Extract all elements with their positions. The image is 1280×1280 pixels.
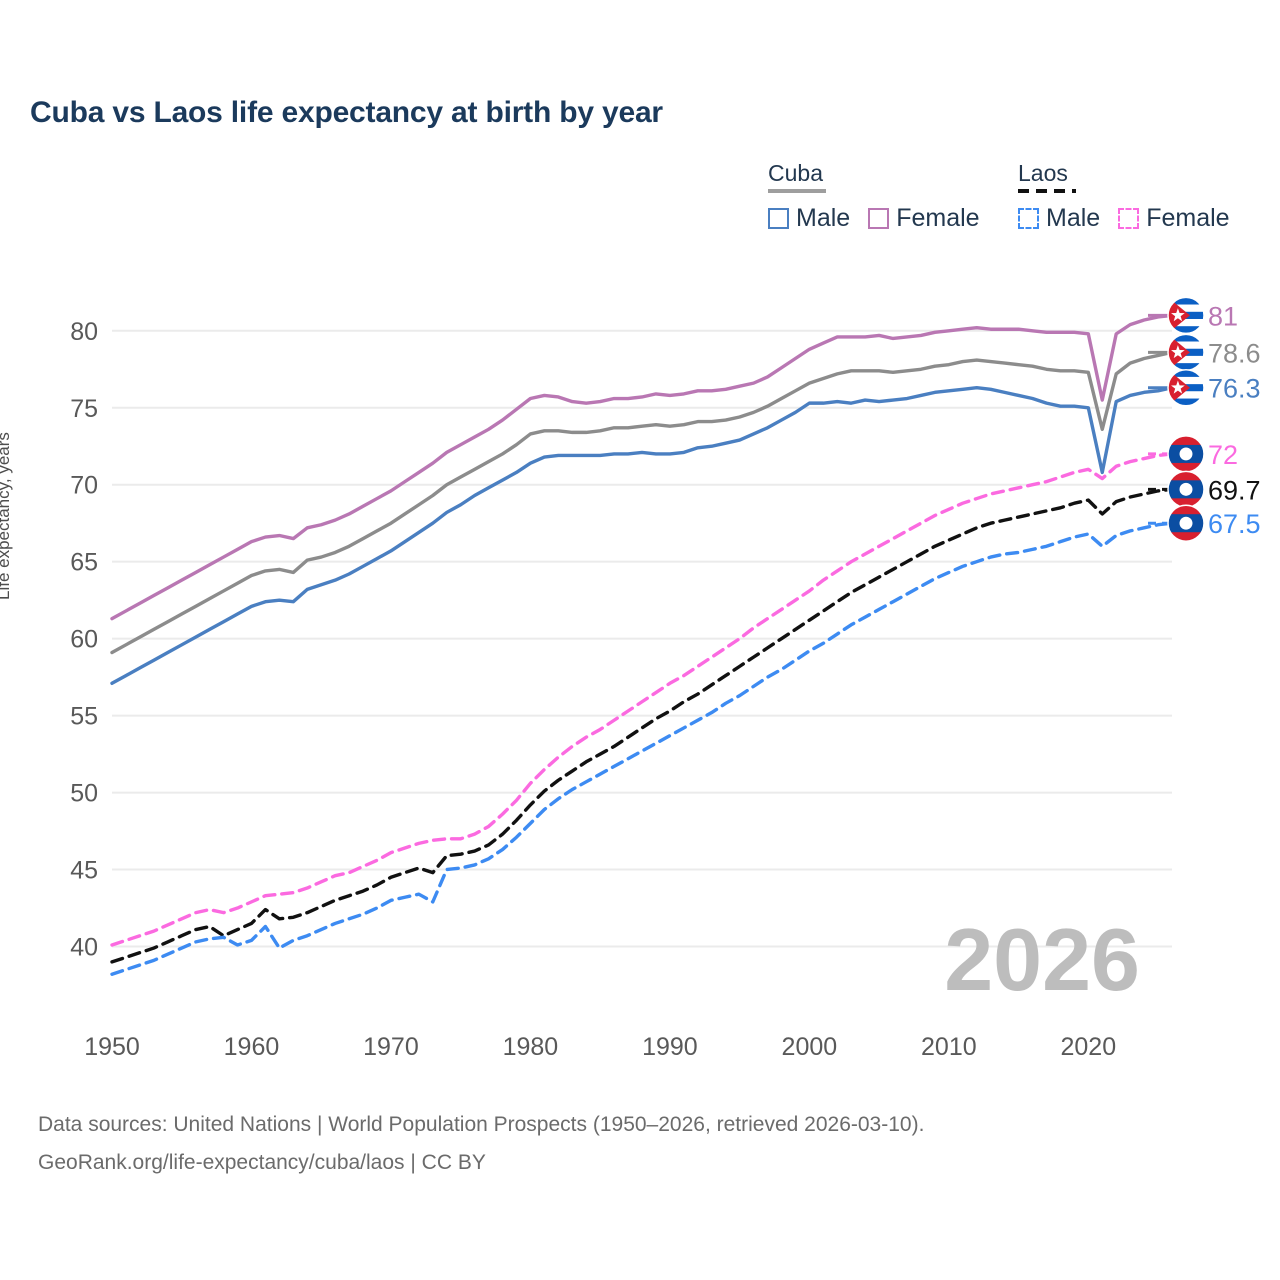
legend-rule-cuba bbox=[768, 189, 826, 193]
footer-line-2: GeoRank.org/life-expectancy/cuba/laos | … bbox=[38, 1151, 486, 1174]
legend-item-cuba-male[interactable]: Male bbox=[768, 204, 850, 233]
y-tick-label: 75 bbox=[70, 395, 98, 423]
laos-flag-icon bbox=[1167, 435, 1205, 473]
dashed-square-outline-icon bbox=[1118, 208, 1140, 229]
legend-label-laos-female: Female bbox=[1146, 204, 1230, 232]
end-value-label: 69.7 bbox=[1208, 475, 1261, 505]
square-outline-icon bbox=[768, 208, 789, 229]
laos-flag-icon bbox=[1167, 504, 1205, 542]
legend-item-laos-female[interactable]: Female bbox=[1118, 204, 1230, 233]
end-value-label: 72 bbox=[1208, 440, 1238, 470]
footer: Data sources: United Nations | World Pop… bbox=[38, 1106, 924, 1182]
legend-label-laos-male: Male bbox=[1046, 204, 1101, 232]
cuba-flag-icon bbox=[1167, 333, 1205, 372]
y-tick-label: 50 bbox=[70, 780, 98, 808]
x-tick-label: 2010 bbox=[921, 1033, 977, 1061]
year-watermark: 2026 bbox=[944, 910, 1140, 1009]
legend-group-laos: Laos Male Female bbox=[1018, 160, 1230, 233]
end-value-label: 78.6 bbox=[1208, 338, 1261, 368]
y-tick-label: 45 bbox=[70, 857, 98, 885]
x-axis-ticks: 1950 1960 1970 1980 1990 2000 2010 2020 bbox=[84, 1033, 1116, 1061]
y-tick-label: 55 bbox=[70, 703, 98, 731]
x-tick-label: 2020 bbox=[1061, 1033, 1117, 1061]
laos-flag-icon bbox=[1167, 470, 1205, 509]
x-tick-label: 1980 bbox=[503, 1033, 559, 1061]
legend-item-cuba-female[interactable]: Female bbox=[868, 204, 980, 233]
legend-rule-laos bbox=[1018, 189, 1076, 193]
legend-country-laos: Laos bbox=[1018, 160, 1068, 186]
page-title: Cuba vs Laos life expectancy at birth by… bbox=[30, 96, 663, 129]
x-tick-label: 1960 bbox=[224, 1033, 280, 1061]
end-markers: 81 78.6 76.3 72 69.7 67.5 bbox=[1148, 296, 1261, 542]
end-value-label: 76.3 bbox=[1208, 374, 1261, 404]
series-line-cuba_female bbox=[110, 313, 1174, 621]
y-tick-label: 65 bbox=[70, 549, 98, 577]
square-outline-icon bbox=[868, 208, 890, 229]
y-tick-label: 40 bbox=[70, 934, 98, 962]
gridlines bbox=[112, 329, 1172, 948]
footer-line-1: Data sources: United Nations | World Pop… bbox=[38, 1113, 925, 1136]
end-value-label: 81 bbox=[1208, 301, 1238, 331]
legend-group-cuba: Cuba Male Female bbox=[768, 160, 980, 233]
cuba-flag-icon bbox=[1167, 296, 1205, 335]
legend-item-laos-male[interactable]: Male bbox=[1018, 204, 1100, 233]
dashed-square-outline-icon bbox=[1018, 208, 1039, 229]
x-tick-label: 1990 bbox=[642, 1033, 698, 1061]
series-line-cuba_total bbox=[110, 350, 1174, 655]
series-line-cuba_male bbox=[110, 386, 1174, 685]
end-value-label: 67.5 bbox=[1208, 509, 1261, 539]
series-line-laos_total bbox=[110, 487, 1174, 964]
legend: Cuba Male Female Laos Male bbox=[760, 160, 1250, 240]
x-tick-label: 1970 bbox=[363, 1033, 419, 1061]
y-tick-label: 80 bbox=[70, 318, 98, 346]
y-tick-label: 60 bbox=[70, 626, 98, 654]
cuba-flag-icon bbox=[1167, 368, 1205, 407]
legend-label-cuba-female: Female bbox=[896, 204, 980, 232]
x-tick-label: 1950 bbox=[84, 1033, 140, 1061]
x-tick-label: 2000 bbox=[782, 1033, 838, 1061]
legend-label-cuba-male: Male bbox=[796, 204, 851, 232]
data-series bbox=[110, 313, 1174, 976]
series-line-laos_female bbox=[110, 452, 1174, 947]
y-tick-label: 70 bbox=[70, 472, 98, 500]
legend-country-cuba: Cuba bbox=[768, 160, 823, 186]
y-axis-ticks: 40 45 50 55 60 65 70 75 80 bbox=[70, 318, 98, 962]
series-line-laos_male bbox=[110, 521, 1174, 976]
